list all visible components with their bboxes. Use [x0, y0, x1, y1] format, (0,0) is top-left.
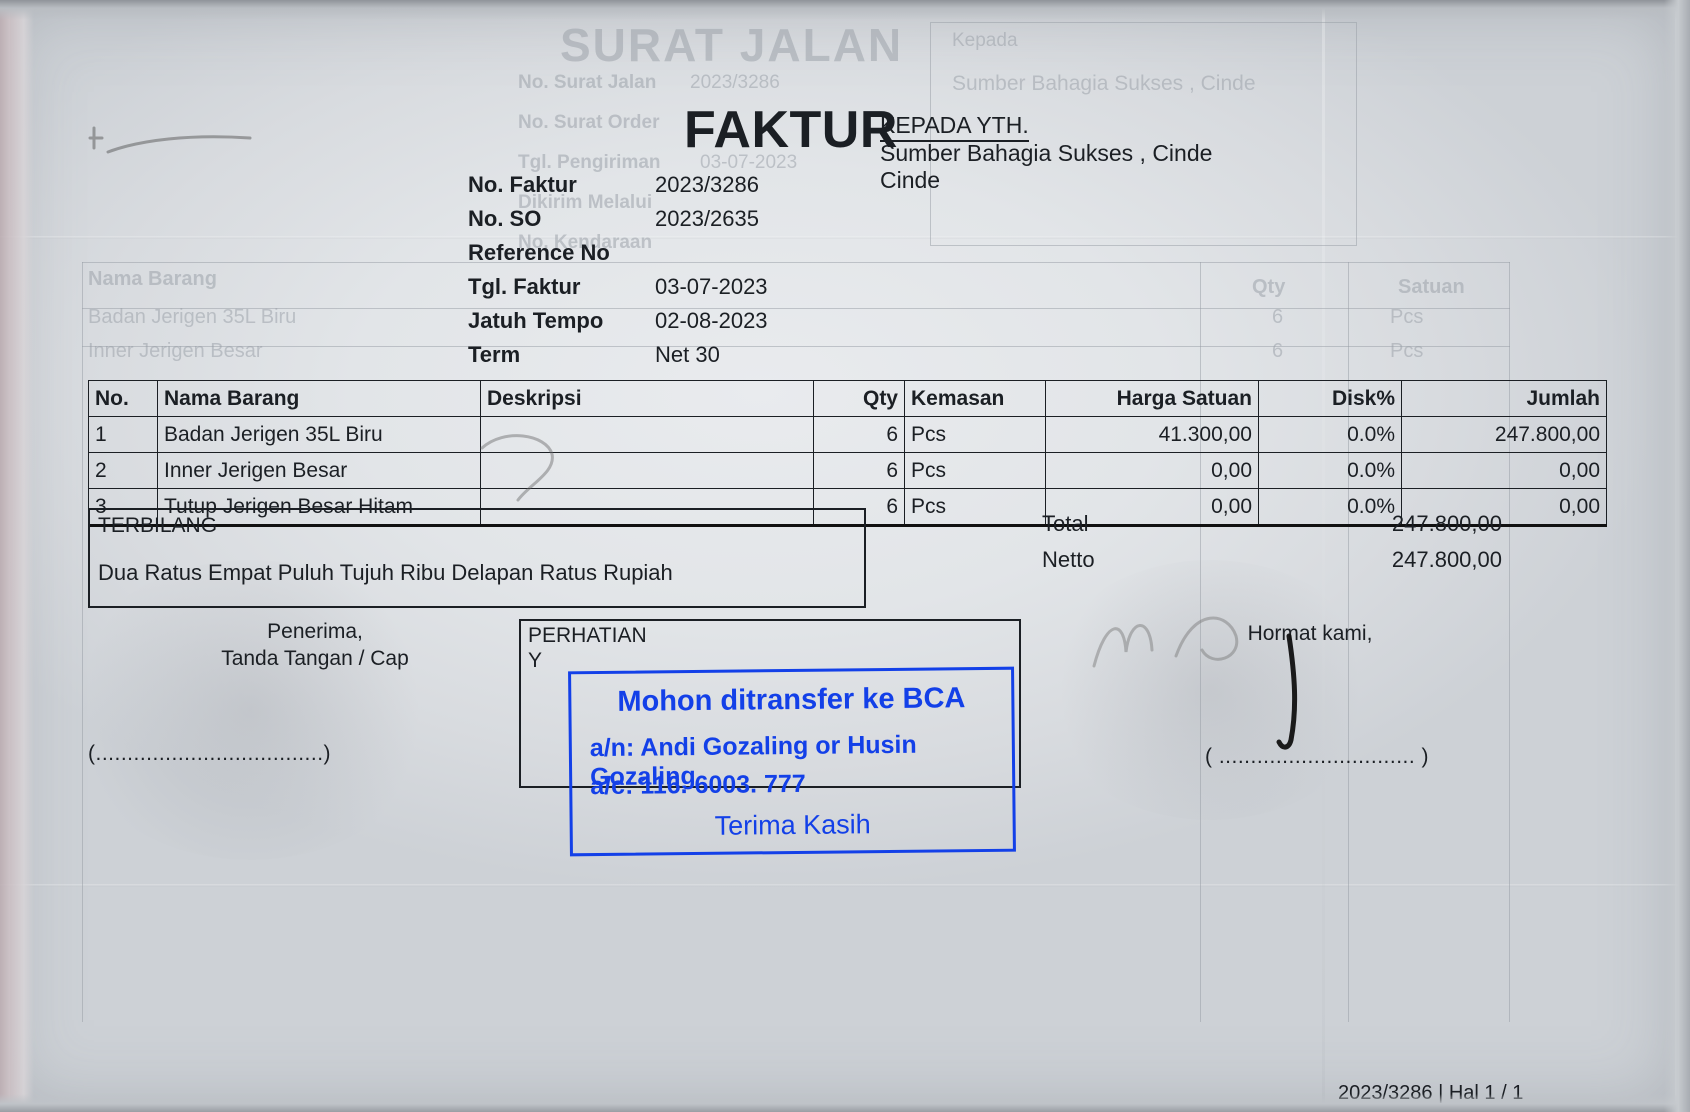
page-title: FAKTUR [684, 101, 898, 159]
cell-nama: Inner Jerigen Besar [157, 452, 481, 489]
stamp-line-1: Mohon ditransfer ke BCA [617, 682, 966, 718]
col-header-harga: Harga Satuan [1045, 380, 1259, 417]
col-header-kemasan: Kemasan [904, 380, 1046, 417]
table-row: 2 Inner Jerigen Besar 6 Pcs 0,00 0.0% 0,… [88, 452, 1607, 489]
receiver-label-line2: Tanda Tangan / Cap [221, 647, 409, 670]
meta-label-reference: Reference No [468, 240, 610, 265]
paper-edge-left [0, 0, 34, 1112]
meta-label-no-so: No. SO [468, 206, 542, 231]
meta-label-term: Term [468, 342, 521, 367]
total-value: 247.800,00 [1391, 511, 1502, 536]
netto-label: Netto [1042, 547, 1095, 572]
cell-qty: 6 [813, 452, 905, 489]
col-header-disk: Disk% [1258, 380, 1402, 417]
total-label: Total [1042, 511, 1089, 536]
paper-surface [10, 8, 1675, 1104]
cell-disk: 0.0% [1258, 416, 1402, 453]
col-header-no: No. [88, 380, 158, 417]
netto-value: 247.800,00 [1391, 547, 1502, 572]
cell-kemasan: Pcs [904, 416, 1046, 453]
cell-jumlah: 247.800,00 [1401, 416, 1607, 453]
bank-transfer-stamp: Mohon ditransfer ke BCA a/n: Andi Gozali… [568, 666, 1016, 857]
cell-no: 2 [88, 452, 158, 489]
cell-deskripsi [480, 452, 814, 489]
line-items-table: No. Nama Barang Deskripsi Qty Kemasan Ha… [88, 380, 1607, 527]
cell-jumlah: 0,00 [1401, 488, 1607, 527]
paper-edge-right [1664, 0, 1690, 1112]
meta-value-term: Net 30 [655, 342, 720, 367]
cell-disk: 0.0% [1258, 488, 1402, 527]
cell-harga: 0,00 [1045, 452, 1259, 489]
col-header-jumlah: Jumlah [1401, 380, 1607, 417]
table-row: 1 Badan Jerigen 35L Biru 6 Pcs 41.300,00… [88, 416, 1607, 453]
meta-value-tgl-faktur: 03-07-2023 [655, 274, 768, 299]
table-header-row: No. Nama Barang Deskripsi Qty Kemasan Ha… [88, 380, 1607, 417]
perhatian-title: PERHATIAN [528, 624, 647, 647]
meta-value-no-so: 2023/2635 [655, 206, 759, 231]
cell-no: 1 [88, 416, 158, 453]
col-header-qty: Qty [813, 380, 905, 417]
cell-kemasan: Pcs [904, 452, 1046, 489]
col-header-nama: Nama Barang [157, 380, 481, 417]
terbilang-box: TERBILANG Dua Ratus Empat Puluh Tujuh Ri… [88, 508, 866, 608]
stamp-line-4: Terima Kasih [714, 809, 871, 841]
receiver-signature-line: (....................................) [88, 742, 332, 765]
recipient-city: Cinde [880, 167, 941, 193]
cell-qty: 6 [813, 416, 905, 453]
meta-value-jatuh-tempo: 02-08-2023 [655, 308, 768, 333]
meta-label-jatuh-tempo: Jatuh Tempo [468, 308, 604, 333]
meta-label-no-faktur: No. Faktur [468, 172, 577, 197]
cell-kemasan: Pcs [904, 488, 1046, 527]
cell-harga: 41.300,00 [1045, 416, 1259, 453]
cell-qty: 6 [813, 488, 905, 527]
meta-label-tgl-faktur: Tgl. Faktur [468, 274, 581, 299]
cell-no: 3 [88, 488, 158, 527]
paper-edge-bottom [0, 1094, 1690, 1112]
recipient-name: Sumber Bahagia Sukses , Cinde [880, 140, 1213, 166]
stamp-line-3: a/c: 116. 6003. 777 [590, 769, 806, 801]
cell-nama: Tutup Jerigen Besar Hitam [157, 488, 481, 527]
cell-deskripsi [480, 488, 814, 527]
perhatian-box: PERHATIAN Y [519, 619, 1021, 788]
sender-label: Hormat kami, [1247, 622, 1373, 645]
cell-harga: 0,00 [1045, 488, 1259, 527]
terbilang-value: Dua Ratus Empat Puluh Tujuh Ribu Delapan… [98, 560, 673, 585]
table-row: 3 Tutup Jerigen Besar Hitam 6 Pcs 0,00 0… [88, 488, 1607, 527]
cell-disk: 0.0% [1258, 452, 1402, 489]
cell-deskripsi [480, 416, 814, 453]
perhatian-subtitle: Y [528, 649, 543, 672]
paper-edge-top [0, 0, 1690, 20]
sender-signature-line: ( ............................... ) [1205, 745, 1430, 768]
recipient-heading: KEPADA YTH. [880, 112, 1029, 142]
cell-nama: Badan Jerigen 35L Biru [157, 416, 481, 453]
receiver-label-line1: Penerima, [267, 620, 363, 643]
col-header-deskripsi: Deskripsi [480, 380, 814, 417]
meta-value-no-faktur: 2023/3286 [655, 172, 759, 197]
cell-jumlah: 0,00 [1401, 452, 1607, 489]
terbilang-label: TERBILANG [98, 514, 218, 537]
